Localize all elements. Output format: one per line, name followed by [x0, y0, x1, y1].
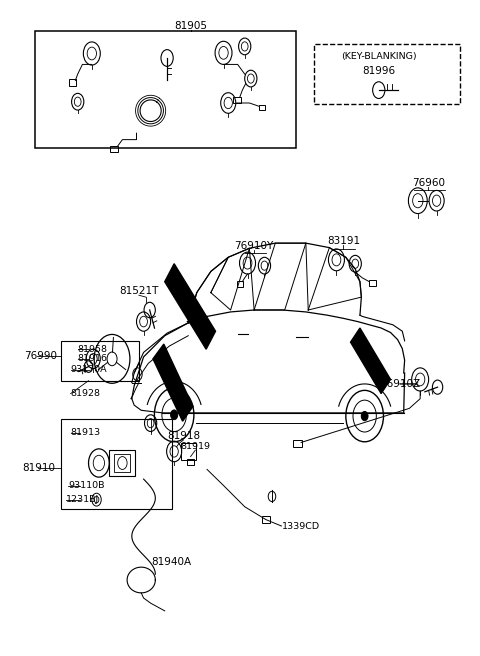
Text: 81940A: 81940A [152, 557, 192, 567]
Text: 76910Z: 76910Z [380, 379, 420, 389]
Polygon shape [153, 344, 193, 421]
Text: 81996: 81996 [362, 66, 396, 76]
Text: 93170A: 93170A [71, 365, 108, 375]
Polygon shape [350, 328, 391, 394]
Text: 81918: 81918 [167, 431, 200, 441]
Text: 81521T: 81521T [119, 287, 158, 297]
Text: 81958: 81958 [78, 344, 108, 354]
Text: 76990: 76990 [24, 351, 58, 361]
Bar [109, 450, 135, 476]
Bar [181, 443, 196, 460]
Text: 93110B: 93110B [68, 481, 105, 490]
Bar [61, 419, 172, 509]
Bar [61, 341, 139, 380]
Bar [262, 516, 270, 523]
Bar [114, 454, 131, 472]
Text: 81913: 81913 [71, 428, 101, 438]
Text: 81910: 81910 [23, 462, 56, 472]
Bar [370, 280, 376, 286]
Text: 83191: 83191 [327, 236, 360, 246]
Bar [314, 44, 460, 104]
Bar [36, 31, 297, 148]
Text: 1339CD: 1339CD [282, 522, 321, 531]
Circle shape [170, 410, 178, 420]
Text: 81928: 81928 [71, 389, 101, 398]
Bar [187, 459, 194, 465]
Bar [110, 146, 118, 152]
Text: 76960: 76960 [412, 178, 444, 188]
Text: (KEY-BLANKING): (KEY-BLANKING) [341, 52, 417, 61]
Text: 81919: 81919 [180, 441, 210, 451]
Text: 81916: 81916 [78, 354, 108, 363]
Bar [293, 440, 301, 447]
Bar [233, 96, 241, 103]
Circle shape [361, 411, 368, 420]
Polygon shape [165, 264, 216, 349]
Text: 76910Y: 76910Y [235, 241, 274, 251]
Bar [237, 281, 243, 287]
Text: 1231BJ: 1231BJ [66, 495, 99, 504]
Bar [259, 104, 265, 110]
Bar [69, 79, 76, 86]
Text: 81905: 81905 [174, 22, 207, 31]
